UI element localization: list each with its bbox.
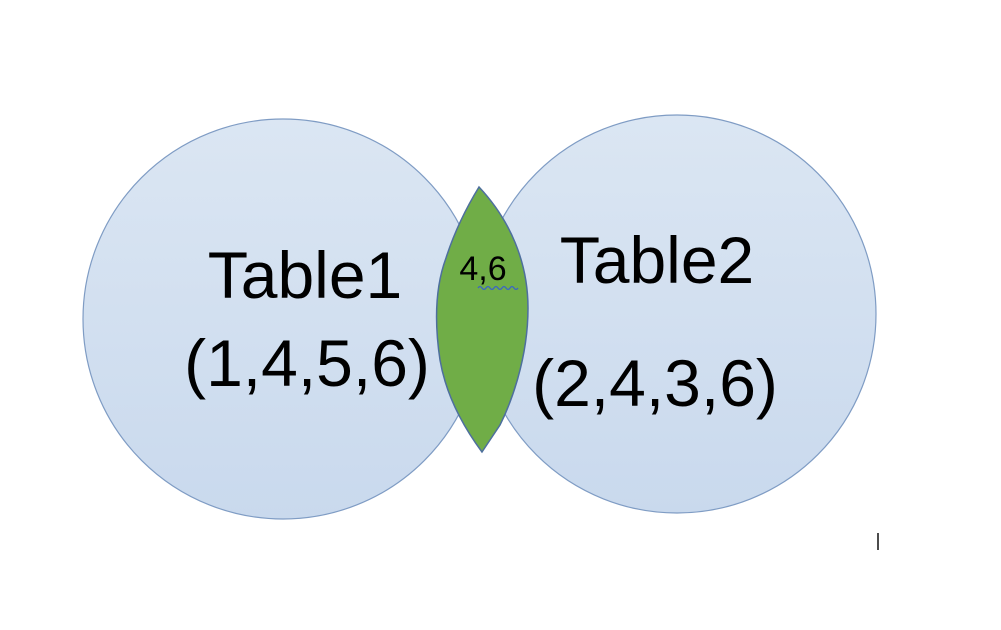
left-set-title: Table1 — [208, 238, 403, 312]
right-set-title: Table2 — [560, 223, 755, 297]
right-set-values: (2,4,3,6) — [532, 346, 778, 420]
overlap-label: 4,6 — [459, 250, 506, 288]
right-set-circle — [477, 114, 877, 514]
spellcheck-underline — [477, 285, 519, 291]
overlap-region — [435, 185, 529, 454]
left-set-values: (1,4,5,6) — [184, 326, 430, 400]
left-set-circle — [82, 118, 484, 520]
